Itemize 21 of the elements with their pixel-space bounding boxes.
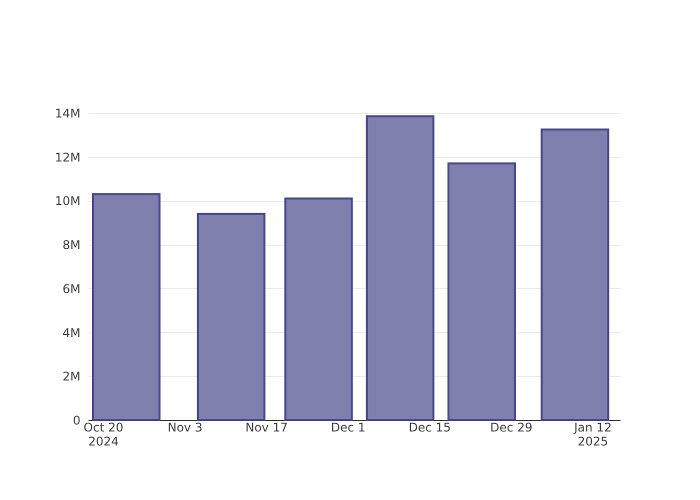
- x-tick-label: Jan 12 2025: [573, 420, 612, 448]
- bar: [92, 193, 161, 421]
- bar: [366, 115, 434, 421]
- x-tick-label: Nov 3: [168, 420, 202, 434]
- x-tick-label: Nov 17: [245, 420, 288, 434]
- y-tick-label: 12M: [54, 150, 80, 164]
- bar: [196, 212, 266, 421]
- x-tick-label: Dec 29: [490, 420, 532, 434]
- y-tick-label: 0: [72, 414, 80, 428]
- y-tick-label: 2M: [62, 370, 80, 384]
- y-tick-label: 14M: [54, 106, 80, 120]
- y-tick-label: 10M: [54, 194, 80, 208]
- bar: [447, 162, 516, 421]
- y-tick-label: 4M: [62, 326, 80, 340]
- bar: [540, 128, 610, 421]
- x-tick-label: Dec 1: [330, 420, 366, 434]
- x-tick-label: Dec 15: [408, 420, 451, 434]
- bar: [284, 198, 353, 421]
- x-tick-label: Oct 20 2024: [84, 420, 124, 448]
- y-tick-label: 8M: [62, 238, 80, 252]
- y-tick-label: 6M: [62, 282, 80, 296]
